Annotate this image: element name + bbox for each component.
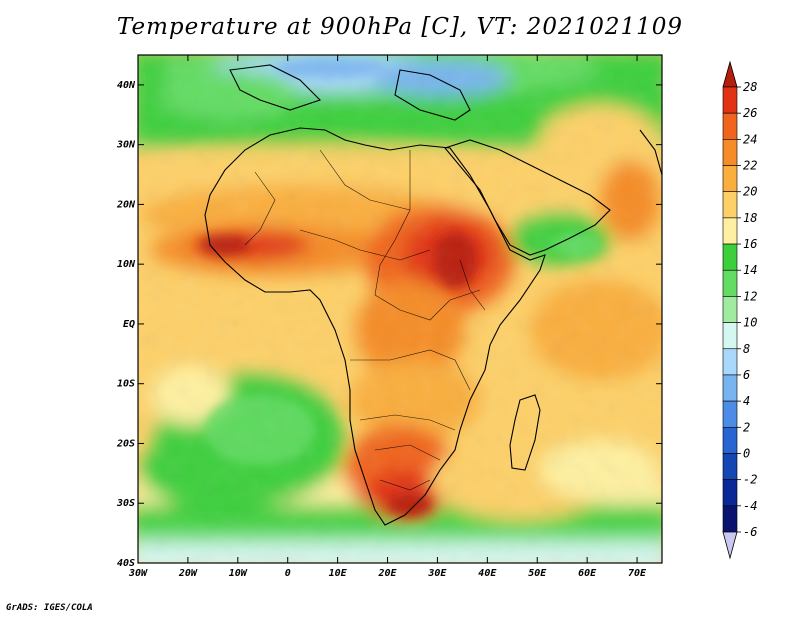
x-axis: 30W 20W 10W 0 10E 20E 30E 40E 50E 60E 70E xyxy=(128,55,647,579)
y-tick-label: 30S xyxy=(116,498,135,509)
colorbar-label: 12 xyxy=(743,289,757,303)
colorbar-label: 22 xyxy=(743,159,757,173)
y-tick-label: 40S xyxy=(117,558,135,569)
y-tick-label: 40N xyxy=(117,80,136,91)
x-tick-label: 10E xyxy=(329,568,348,579)
colorbar-label: -2 xyxy=(743,473,757,487)
colorbar-label: -6 xyxy=(743,525,757,539)
colorbar-label: 26 xyxy=(743,106,757,120)
colorbar-label: 24 xyxy=(743,132,757,146)
y-tick-label: 30N xyxy=(116,140,136,151)
colorbar-swatch xyxy=(722,348,738,376)
colorbar-label: 4 xyxy=(743,394,750,408)
colorbar-swatch xyxy=(722,296,738,323)
credit-label: GrADS: IGES/COLA xyxy=(6,603,93,613)
colorbar-label: 8 xyxy=(743,342,750,356)
colorbar-swatch xyxy=(722,453,738,480)
colorbar-swatch xyxy=(722,217,738,245)
colorbar-label: 10 xyxy=(743,316,757,330)
colorbar-bottom-arrow xyxy=(722,531,738,560)
colorbar-swatch xyxy=(722,165,738,193)
colorbar-swatch xyxy=(722,374,738,402)
colorbar-label: 6 xyxy=(743,368,750,382)
coastlines xyxy=(204,64,662,526)
colorbar-label: 16 xyxy=(743,237,757,251)
x-tick-label: 70E xyxy=(628,568,647,579)
x-tick-label: 0 xyxy=(285,568,291,579)
colorbar-swatch xyxy=(722,505,738,533)
temperature-field xyxy=(138,55,662,563)
colorbar-swatch xyxy=(722,86,738,114)
y-tick-label: 10N xyxy=(117,259,136,270)
colorbar-swatch xyxy=(722,322,738,350)
colorbar-top-arrow xyxy=(722,60,738,88)
colorbar-label: 14 xyxy=(743,263,757,277)
country-borders xyxy=(244,149,486,491)
x-tick-label: 20W xyxy=(178,568,198,579)
y-tick-label: 10S xyxy=(117,379,135,390)
colorbar-swatch xyxy=(722,112,738,140)
colorbar-swatch xyxy=(722,426,738,454)
x-tick-label: 50E xyxy=(528,568,547,579)
x-tick-label: 30E xyxy=(427,568,447,579)
colorbar-label: 28 xyxy=(743,80,757,94)
chart-title: Temperature at 900hPa [C], VT: 202102110… xyxy=(116,14,684,40)
colorbar-swatch xyxy=(722,269,738,297)
y-tick-label: EQ xyxy=(123,319,135,330)
x-tick-label: 10W xyxy=(229,568,248,579)
x-tick-label: 40E xyxy=(478,568,497,579)
y-tick-label: 20S xyxy=(116,438,135,449)
colorbar-swatch xyxy=(722,400,738,428)
x-tick-label: 20E xyxy=(377,568,397,579)
colorbar-swatch xyxy=(722,191,738,219)
colorbar-swatch xyxy=(722,139,738,166)
x-tick-label: 60E xyxy=(578,568,597,579)
colorbar-label: -4 xyxy=(743,499,757,513)
x-tick-label: 30W xyxy=(128,568,148,579)
y-axis: 40N 30N 20N 10N EQ 10S 20S 30S 40S xyxy=(116,80,662,569)
colorbar-label: 2 xyxy=(743,420,750,434)
colorbar-label: 0 xyxy=(743,446,750,460)
colorbar-label: 18 xyxy=(743,211,757,225)
map-frame xyxy=(137,54,663,564)
colorbar-swatch xyxy=(722,479,738,507)
colorbar-label: 20 xyxy=(743,185,757,199)
y-tick-label: 20N xyxy=(116,199,136,210)
colorbar-swatch xyxy=(722,243,738,271)
